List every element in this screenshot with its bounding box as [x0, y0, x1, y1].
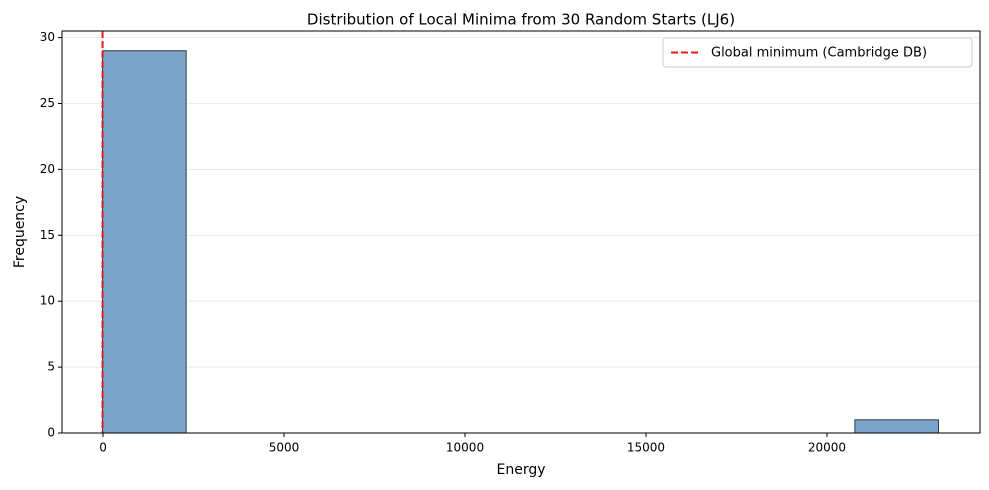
y-axis-label: Frequency: [12, 196, 28, 268]
y-tick-label: 5: [47, 360, 55, 374]
y-tick-label: 0: [47, 426, 55, 440]
y-tick-label: 15: [40, 228, 55, 242]
x-tick-label: 5000: [269, 441, 300, 455]
x-tick-label: 10000: [446, 441, 484, 455]
x-tick-label: 0: [99, 441, 107, 455]
x-tick-label: 15000: [627, 441, 665, 455]
y-tick-label: 20: [40, 162, 55, 176]
chart-title: Distribution of Local Minima from 30 Ran…: [307, 11, 735, 29]
legend-label: Global minimum (Cambridge DB): [711, 46, 927, 61]
y-tick-label: 10: [40, 294, 55, 308]
y-tick-label: 25: [40, 96, 55, 110]
y-tick-label: 30: [40, 30, 55, 44]
bar: [854, 419, 939, 434]
legend-box: [662, 37, 973, 68]
bar: [102, 50, 187, 434]
x-axis-label: Energy: [496, 462, 545, 478]
x-tick-label: 20000: [808, 441, 846, 455]
plot-frame: [61, 30, 981, 434]
